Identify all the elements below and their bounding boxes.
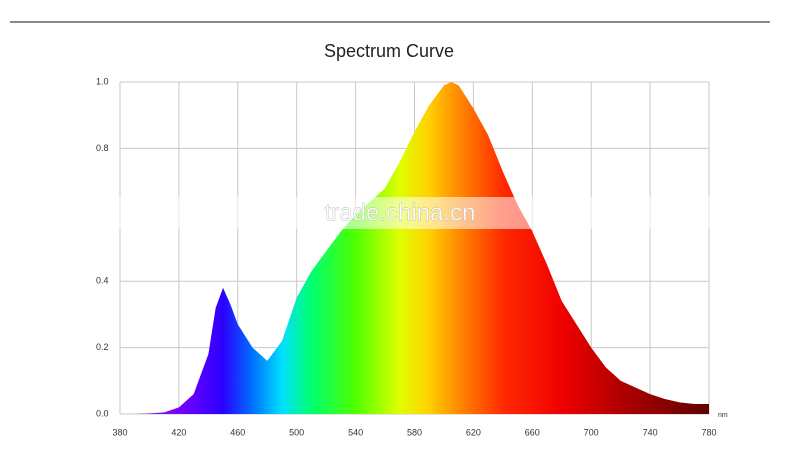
x-tick-label: 540 <box>348 427 363 437</box>
spectrum-area <box>120 82 709 414</box>
x-tick-label: 740 <box>643 427 658 437</box>
x-tick-label: 380 <box>112 427 127 437</box>
y-tick-label: 0.4 <box>96 276 109 286</box>
x-tick-label: 460 <box>230 427 245 437</box>
x-tick-label: 420 <box>171 427 186 437</box>
y-tick-label: 0.0 <box>96 408 109 418</box>
x-tick-label: 500 <box>289 427 304 437</box>
x-tick-label: 780 <box>701 427 716 437</box>
chart-title: Spectrum Curve <box>324 41 454 61</box>
watermark: trade.china.cn <box>325 199 476 226</box>
y-tick-label: 1.0 <box>96 76 109 86</box>
watermark-band <box>100 197 720 229</box>
y-tick-label: 0.8 <box>96 143 109 153</box>
x-unit: nm <box>718 412 728 419</box>
y-tick-label: 0.2 <box>96 342 109 352</box>
x-tick-label: 700 <box>584 427 599 437</box>
x-tick-label: 580 <box>407 427 422 437</box>
x-tick-label: 660 <box>525 427 540 437</box>
x-tick-label: 620 <box>466 427 481 437</box>
